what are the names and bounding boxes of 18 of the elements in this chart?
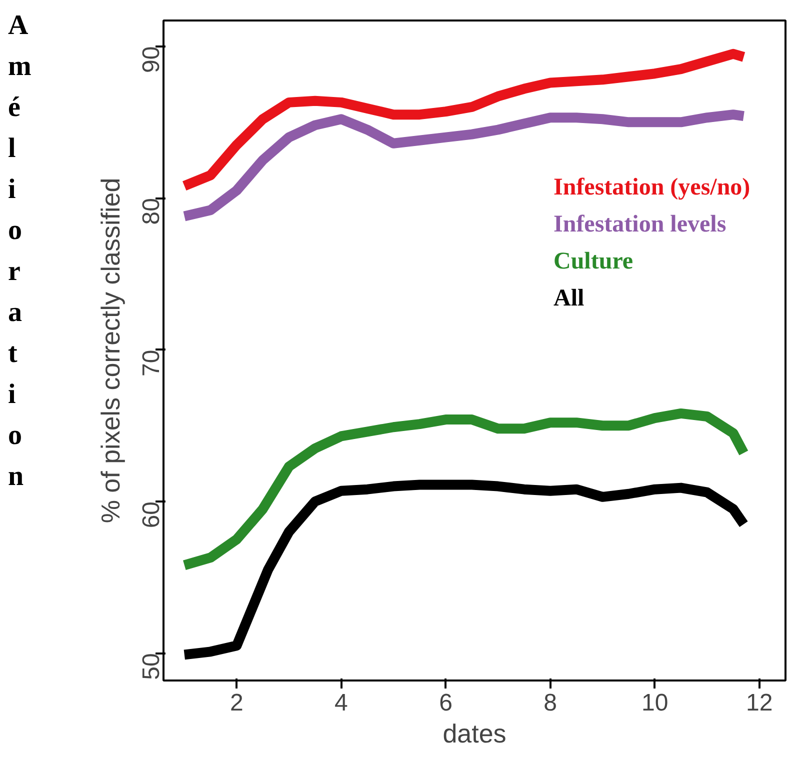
y-tick-label: 60 — [138, 501, 165, 528]
x-tick-label: 4 — [334, 690, 348, 716]
text: All — [554, 286, 584, 312]
x-tick-label: 8 — [544, 690, 557, 716]
text: Infestation (yes/no) — [554, 174, 750, 200]
y-tick-label: 90 — [138, 46, 165, 73]
x-tick-label: 2 — [230, 690, 244, 716]
y-tick-label: 50 — [138, 653, 165, 680]
text: Culture — [554, 248, 634, 274]
x-tick-label: 10 — [641, 690, 668, 716]
text: Infestation levels — [554, 212, 726, 238]
y-tick-label: 70 — [138, 350, 165, 376]
x-tick-label: 6 — [439, 690, 452, 716]
x-axis-title: dates — [442, 718, 506, 748]
x-tick-label: 12 — [746, 690, 773, 716]
y-tick-label: 80 — [138, 198, 165, 225]
text: Amélioration — [8, 10, 32, 492]
y-axis-title: % of pixels correctly classified — [96, 178, 126, 524]
